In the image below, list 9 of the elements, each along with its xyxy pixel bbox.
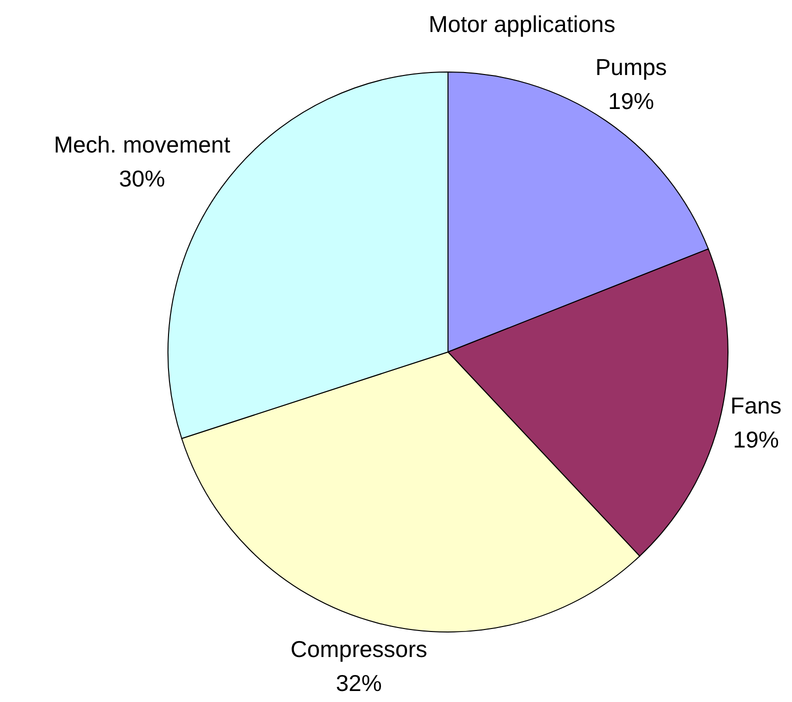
slice-label: Fans: [730, 392, 782, 419]
data-label: 19%: [732, 426, 779, 453]
slice-label: Pumps: [595, 54, 667, 80]
slice-label: Compressors: [290, 636, 428, 662]
data-label: 30%: [119, 166, 166, 192]
slice-label: Mech. movement: [54, 132, 231, 158]
data-label: 32%: [336, 670, 382, 696]
data-label: 19%: [608, 88, 654, 114]
chart-title: Motor applications: [428, 10, 616, 38]
